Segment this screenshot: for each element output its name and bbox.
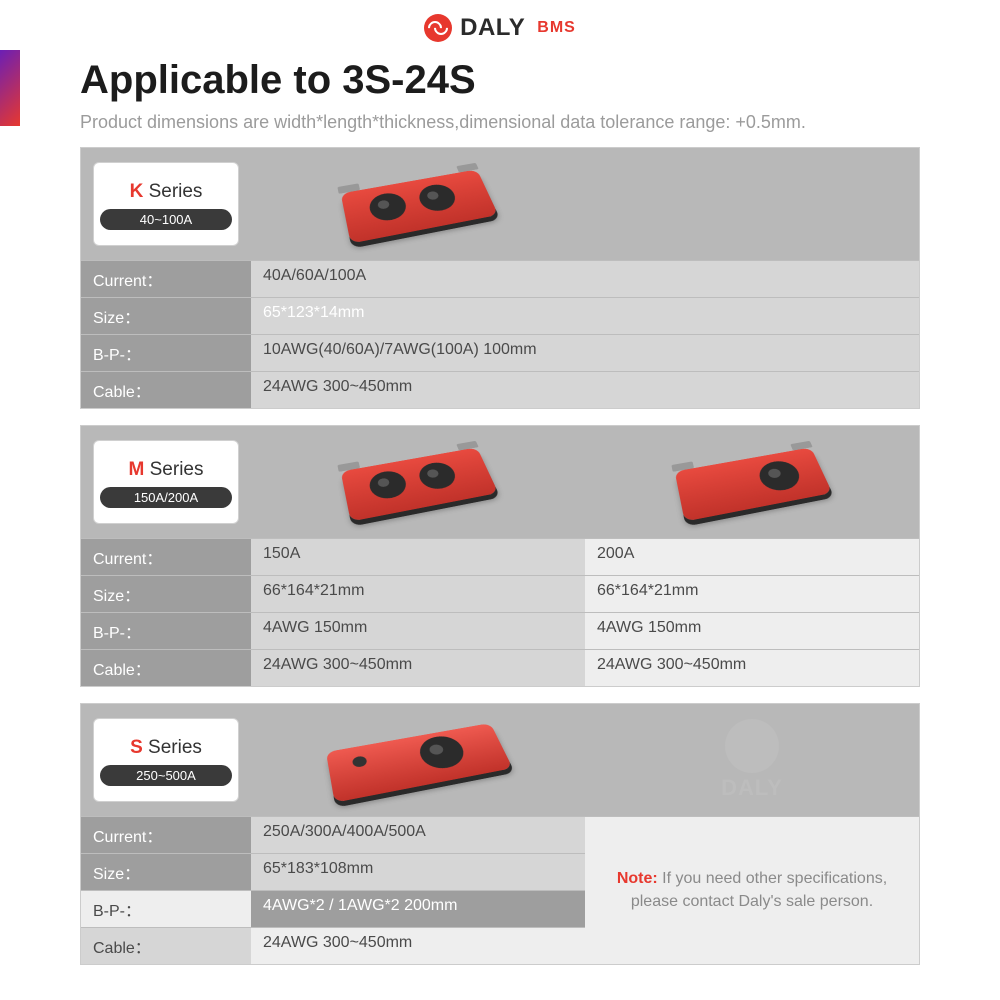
product-image-cell (251, 426, 585, 538)
product-image-cell (585, 426, 919, 538)
brand-logo: DALY BMS (0, 0, 1000, 50)
series-title: K Series (100, 181, 232, 203)
value-current-a: 150A (251, 538, 585, 575)
watermark-icon (725, 719, 779, 773)
series-card-s: S Series 250~500A DALY Current： 250A/300… (80, 703, 920, 965)
value-bp: 4AWG*2 / 1AWG*2 200mm (251, 890, 585, 927)
series-range-badge: 150A/200A (100, 487, 232, 508)
note-label: Note: (617, 870, 658, 887)
pcb-icon (328, 442, 512, 529)
series-title: M Series (100, 459, 232, 481)
pcb-icon (328, 164, 512, 251)
series-letter: K (130, 181, 144, 202)
brand-sub: BMS (537, 19, 576, 37)
label-size: Size： (81, 853, 251, 890)
series-cards: K Series 40~100A Current： 40A/60A/100A S… (0, 147, 1000, 965)
label-bp: B-P-： (81, 334, 251, 371)
watermark-cell: DALY (585, 704, 919, 816)
empty-image-cell (585, 148, 919, 260)
value-bp-b: 4AWG 150mm (585, 612, 919, 649)
label-current: Current： (81, 538, 251, 575)
value-size-b: 66*164*21mm (585, 575, 919, 612)
value-current: 250A/300A/400A/500A (251, 816, 585, 853)
series-word: Series (149, 181, 203, 202)
pcb-icon (662, 442, 846, 529)
watermark-text: DALY (721, 775, 783, 801)
series-title: S Series (100, 737, 232, 759)
value-cable-b: 24AWG 300~450mm (585, 649, 919, 686)
series-word: Series (148, 737, 202, 758)
note-body: If you need other specifications, please… (631, 870, 887, 909)
value-current-b: 200A (585, 538, 919, 575)
series-letter: M (129, 459, 145, 480)
label-size: Size： (81, 575, 251, 612)
note-cell: Note: If you need other specifications, … (585, 816, 919, 964)
value-cable: 24AWG 300~450mm (251, 927, 585, 964)
label-current: Current： (81, 260, 251, 297)
spec-table-m: Current： 150A 200A Size： 66*164*21mm 66*… (81, 538, 919, 686)
series-card-m: M Series 150A/200A Current： 150A (80, 425, 920, 687)
title-block: Applicable to 3S-24S (0, 50, 1000, 107)
value-size: 65*123*14mm (251, 297, 919, 334)
series-range-badge: 250~500A (100, 765, 232, 786)
brand-icon (424, 14, 452, 42)
series-card-k: K Series 40~100A Current： 40A/60A/100A S… (80, 147, 920, 409)
page-subtitle: Product dimensions are width*length*thic… (0, 107, 1000, 147)
page-title: Applicable to 3S-24S (80, 58, 1000, 103)
value-size: 65*183*108mm (251, 853, 585, 890)
label-cable: Cable： (81, 371, 251, 408)
brand-name: DALY (460, 14, 525, 42)
value-bp-a: 4AWG 150mm (251, 612, 585, 649)
value-cable: 24AWG 300~450mm (251, 371, 919, 408)
series-range-badge: 40~100A (100, 209, 232, 230)
value-size-a: 66*164*21mm (251, 575, 585, 612)
label-bp: B-P-： (81, 612, 251, 649)
series-badge-box: S Series 250~500A (93, 718, 239, 802)
series-letter: S (130, 737, 143, 758)
value-current: 40A/60A/100A (251, 260, 919, 297)
series-word: Series (150, 459, 204, 480)
product-image-cell (251, 148, 585, 260)
product-image-cell (251, 704, 585, 816)
value-bp: 10AWG(40/60A)/7AWG(100A) 100mm (251, 334, 919, 371)
spec-table-k: Current： 40A/60A/100A Size： 65*123*14mm … (81, 260, 919, 408)
series-badge-box: M Series 150A/200A (93, 440, 239, 524)
label-size: Size： (81, 297, 251, 334)
label-cable: Cable： (81, 649, 251, 686)
spec-table-s: Current： 250A/300A/400A/500A Note: If yo… (81, 816, 919, 964)
pcb-icon (313, 718, 526, 811)
note-text: Note: If you need other specifications, … (609, 868, 895, 913)
value-cable-a: 24AWG 300~450mm (251, 649, 585, 686)
label-bp: B-P-： (81, 890, 251, 927)
label-cable: Cable： (81, 927, 251, 964)
series-badge-box: K Series 40~100A (93, 162, 239, 246)
label-current: Current： (81, 816, 251, 853)
